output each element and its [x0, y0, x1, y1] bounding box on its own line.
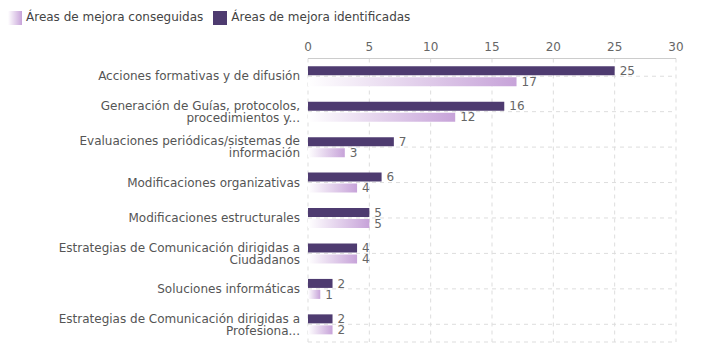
svg-text:7: 7	[399, 135, 407, 149]
svg-text:2: 2	[338, 323, 346, 337]
svg-text:Modificaciones estructurales: Modificaciones estructurales	[128, 211, 300, 225]
svg-text:4: 4	[362, 252, 370, 266]
svg-text:4: 4	[362, 181, 370, 195]
svg-text:Generación de Guías, protocolo: Generación de Guías, protocolos,procedim…	[101, 99, 300, 125]
svg-text:Modificaciones organizativas: Modificaciones organizativas	[127, 176, 300, 190]
svg-text:Evaluaciones periódicas/sistem: Evaluaciones periódicas/sistemas deinfor…	[80, 134, 301, 160]
svg-text:3: 3	[350, 146, 358, 160]
svg-text:16: 16	[509, 99, 524, 113]
svg-text:Estrategias de Comunicación di: Estrategias de Comunicación dirigidas aC…	[59, 241, 300, 267]
svg-text:1: 1	[325, 288, 333, 302]
svg-text:5: 5	[374, 217, 382, 231]
svg-text:20: 20	[546, 40, 561, 54]
svg-text:2: 2	[337, 312, 346, 327]
svg-text:Estrategias de Comunicación di: Estrategias de Comunicación dirigidas aP…	[59, 312, 300, 338]
html-text:Áreas de mejora identificadas: Áreas de mejora identificadas	[231, 10, 411, 24]
svg-text:12: 12	[460, 110, 475, 124]
svg-text:6: 6	[387, 170, 395, 184]
html-text:Áreas de mejora conseguidas: Áreas de mejora conseguidas	[26, 10, 204, 24]
svg-text:5: 5	[366, 40, 374, 54]
svg-text:25: 25	[607, 40, 622, 54]
svg-text:5: 5	[374, 205, 382, 220]
svg-text:17: 17	[522, 75, 537, 89]
svg-text:Soluciones informáticas: Soluciones informáticas	[157, 282, 300, 296]
svg-text:Acciones formativas y de difus: Acciones formativas y de difusión	[98, 69, 300, 83]
svg-text:25: 25	[620, 64, 635, 78]
svg-text:15: 15	[484, 40, 499, 54]
svg-text:2: 2	[338, 277, 346, 291]
svg-text:30: 30	[668, 40, 683, 54]
svg-text:0: 0	[304, 40, 312, 54]
svg-text:10: 10	[423, 40, 438, 54]
svg-text:4: 4	[362, 241, 370, 256]
